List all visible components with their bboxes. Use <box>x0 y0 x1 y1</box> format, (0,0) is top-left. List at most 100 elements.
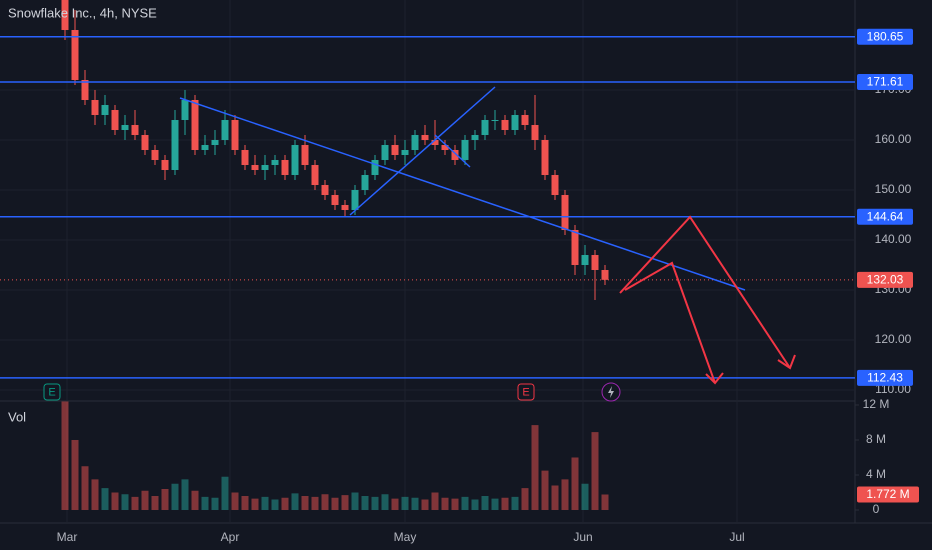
volume-bar <box>311 496 319 510</box>
x-tick-label: Mar <box>57 530 78 544</box>
candle-body <box>81 80 89 100</box>
candle-body <box>231 120 239 150</box>
volume-bar <box>551 485 559 510</box>
level-badge <box>857 28 913 45</box>
candle-body <box>421 135 429 140</box>
candle-body <box>461 140 469 160</box>
volume-bar <box>101 488 109 510</box>
x-tick-label: May <box>394 530 417 544</box>
candle-body <box>221 120 229 140</box>
candle-body <box>341 205 349 210</box>
candle-body <box>181 100 189 120</box>
candle-body <box>91 100 99 115</box>
volume-bar <box>391 498 399 510</box>
volume-bar <box>231 492 239 510</box>
candle-body <box>411 135 419 150</box>
candle-body <box>471 135 479 140</box>
candle-body <box>581 255 589 265</box>
volume-bar <box>521 488 529 510</box>
volume-bar <box>571 457 579 510</box>
candle-body <box>511 115 519 130</box>
y2-tick-label: 0 <box>873 502 880 516</box>
volume-bar <box>281 497 289 510</box>
trendlines <box>179 86 746 291</box>
candle-body <box>131 125 139 135</box>
candle-body <box>591 255 599 270</box>
volume-bar <box>91 479 99 510</box>
event-icon[interactable] <box>517 383 535 401</box>
volume-bar <box>541 470 549 510</box>
candle-body <box>141 135 149 150</box>
level-label: 144.64 <box>867 209 904 223</box>
level-badge <box>857 369 913 386</box>
volume-bar <box>71 439 79 510</box>
y-tick-label: 120.00 <box>875 332 912 346</box>
volume-bar <box>161 488 169 510</box>
volume-bar <box>471 499 479 510</box>
candle-body <box>361 175 369 190</box>
volume-bar <box>331 497 339 510</box>
candle-body <box>331 195 339 205</box>
candle-body <box>371 160 379 175</box>
y2-tick-label: 4 M <box>866 467 886 481</box>
trendline <box>179 97 746 291</box>
candles <box>61 0 609 300</box>
candle-body <box>321 185 329 195</box>
candle-body <box>391 145 399 155</box>
last-volume-badge <box>857 486 919 503</box>
volume-bar <box>421 499 429 510</box>
y2-tick-label: 12 M <box>863 397 890 411</box>
level-label: 112.43 <box>867 371 903 385</box>
candle-body <box>61 0 69 30</box>
level-label: 180.65 <box>867 29 904 43</box>
volume-bar <box>381 494 389 510</box>
volume-bar <box>431 492 439 510</box>
volume-bar <box>241 495 249 510</box>
x-tick-label: Jul <box>729 530 744 544</box>
volume-bar <box>361 495 369 510</box>
candle-body <box>441 145 449 150</box>
y-tick-label: 150.00 <box>875 182 912 196</box>
y-tick-label: 160.00 <box>875 132 912 146</box>
volume-bar <box>171 483 179 510</box>
volume-bar <box>511 496 519 510</box>
candle-body <box>261 165 269 170</box>
volume-bar <box>411 497 419 510</box>
candle-body <box>491 120 499 121</box>
volume-bar <box>111 492 119 510</box>
volume-bar <box>441 497 449 510</box>
volume-bar <box>61 401 69 510</box>
candle-body <box>151 150 159 160</box>
candle-body <box>251 165 259 170</box>
volume-bar <box>291 493 299 510</box>
arrow-head <box>777 354 796 370</box>
event-label: E <box>522 386 529 398</box>
candle-body <box>551 175 559 195</box>
candle-body <box>111 110 119 130</box>
volume-bar <box>301 495 309 510</box>
volume-bar <box>261 496 269 510</box>
volume-bar <box>591 432 599 510</box>
candle-body <box>281 160 289 175</box>
volume-bar <box>491 498 499 510</box>
candle-body <box>481 120 489 135</box>
volume-bar <box>351 492 359 510</box>
volume-bar <box>201 496 209 510</box>
candle-body <box>431 140 439 145</box>
candle-body <box>601 270 609 280</box>
volume-bars <box>61 401 609 510</box>
candle-body <box>451 150 459 160</box>
volume-bar <box>121 494 129 510</box>
candle-body <box>201 145 209 150</box>
volume-bar <box>251 498 259 510</box>
last-price-label: 132.03 <box>867 273 904 287</box>
candle-body <box>271 160 279 165</box>
candle-body <box>241 150 249 165</box>
event-icon[interactable] <box>43 383 61 401</box>
volume-bar <box>451 498 459 510</box>
volume-bar <box>501 497 509 510</box>
trendline <box>349 86 496 216</box>
volume-bar <box>181 479 189 510</box>
volume-bar <box>321 494 329 510</box>
